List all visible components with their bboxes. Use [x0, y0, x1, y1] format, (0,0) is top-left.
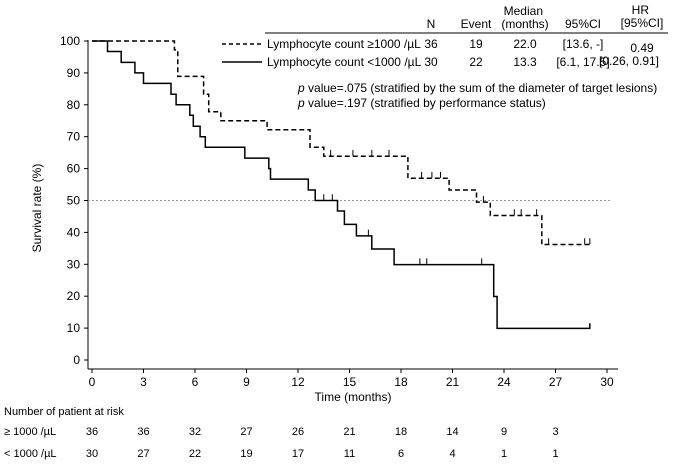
x-ticks: 0 3 6 9 12 15 18 21 24 27 30 [89, 369, 614, 389]
risk-count: 22 [189, 448, 201, 460]
p-value-2-italic: p [297, 96, 305, 110]
curve-high-lymphocyte [92, 40, 590, 246]
x-tick-label: 21 [446, 375, 460, 389]
y-tick-label: 80 [67, 98, 81, 112]
survival-curves [92, 40, 591, 330]
risk-count: 6 [398, 448, 404, 460]
risk-table-title: Number of patient at risk [4, 406, 124, 418]
risk-count: 1 [501, 448, 507, 460]
risk-table: ≥ 1000 /µL 36 36 32 27 26 21 18 14 9 3< 1000 /µL 30… [4, 426, 559, 460]
x-tick-label: 15 [343, 375, 357, 389]
risk-count: 14 [446, 426, 458, 438]
risk-count: 36 [86, 426, 98, 438]
x-tick-label: 30 [600, 375, 614, 389]
header-median: Median (months) [501, 4, 548, 31]
x-axis-label: Time (months) [315, 390, 392, 404]
risk-count: 19 [240, 448, 252, 460]
header-hr: HR [95%CI] [621, 3, 664, 30]
y-tick-label: 30 [67, 257, 81, 271]
x-tick-label: 6 [192, 375, 199, 389]
risk-count: 30 [86, 448, 98, 460]
x-tick-label: 24 [497, 375, 511, 389]
y-tick-label: 60 [67, 162, 81, 176]
row1-median: 22.0 [513, 37, 537, 51]
y-ticks: 0 10 20 30 40 50 60 70 80 90 100 [60, 34, 88, 367]
risk-count: 9 [501, 426, 507, 438]
risk-count: 27 [137, 448, 149, 460]
header-hr-line1: HR [632, 3, 650, 17]
p-value-2: p value=.197 (stratified by performance … [297, 96, 546, 110]
header-median-line1: Median [504, 4, 543, 18]
x-tick-label: 0 [89, 375, 96, 389]
header-n: N [427, 17, 436, 31]
x-tick-label: 12 [291, 375, 305, 389]
y-tick-label: 10 [67, 321, 81, 335]
header-hr-line2: [95%CI] [621, 16, 664, 30]
x-tick-label: 18 [394, 375, 408, 389]
y-tick-label: 0 [73, 353, 80, 367]
header-median-line2: (months) [501, 17, 548, 31]
row2-event: 22 [469, 55, 483, 69]
risk-count: 26 [292, 426, 304, 438]
y-tick-label: 20 [67, 289, 81, 303]
hr-value: 0.49 [630, 41, 654, 55]
y-tick-label: 90 [67, 66, 81, 80]
row1-ci: [13.6, -] [563, 37, 604, 51]
risk-count: 17 [292, 448, 304, 460]
row2-n: 30 [424, 55, 438, 69]
row1-event: 19 [469, 37, 483, 51]
risk-count: 3 [552, 426, 558, 438]
risk-count: 4 [449, 448, 455, 460]
row2-label: Lymphocyte count <1000 /µL [267, 55, 422, 69]
p-value-annotations: p value=.075 (stratified by the sum of t… [297, 81, 657, 110]
x-tick-label: 9 [243, 375, 250, 389]
p-value-1-text: value=.075 (stratified by the sum of the… [305, 81, 658, 95]
risk-count: 32 [189, 426, 201, 438]
p-value-1: p value=.075 (stratified by the sum of t… [297, 81, 657, 95]
row1-label: Lymphocyte count ≥1000 /µL [267, 37, 421, 51]
y-tick-label: 50 [67, 194, 81, 208]
p-value-2-text: value=.197 (stratified by performance st… [305, 96, 546, 110]
header-event: Event [461, 17, 492, 31]
y-axis-label: Survival rate (%) [30, 164, 44, 253]
curve-low-lymphocyte [92, 40, 591, 330]
row1-n: 36 [424, 37, 438, 51]
row2-median: 13.3 [513, 55, 537, 69]
header-ci: 95%CI [565, 17, 601, 31]
row2-ci: [6.1, 17.5] [556, 55, 609, 69]
x-tick-label: 27 [549, 375, 563, 389]
y-tick-label: 100 [60, 34, 80, 48]
risk-count: 36 [137, 426, 149, 438]
hr-ci: [0.26, 0.91] [599, 54, 659, 68]
risk-row-label: ≥ 1000 /µL [4, 426, 56, 438]
x-tick-label: 3 [140, 375, 147, 389]
summary-table: N Event Median (months) 95%CI HR [95%CI]… [222, 3, 668, 69]
risk-count: 1 [552, 448, 558, 460]
risk-count: 27 [240, 426, 252, 438]
risk-row-label: < 1000 /µL [4, 448, 57, 460]
y-tick-label: 70 [67, 130, 81, 144]
plot-axes [87, 40, 618, 370]
risk-count: 11 [344, 448, 355, 460]
p-value-1-italic: p [297, 81, 305, 95]
y-tick-label: 40 [67, 225, 81, 239]
risk-count: 18 [395, 426, 407, 438]
risk-count: 21 [343, 426, 355, 438]
